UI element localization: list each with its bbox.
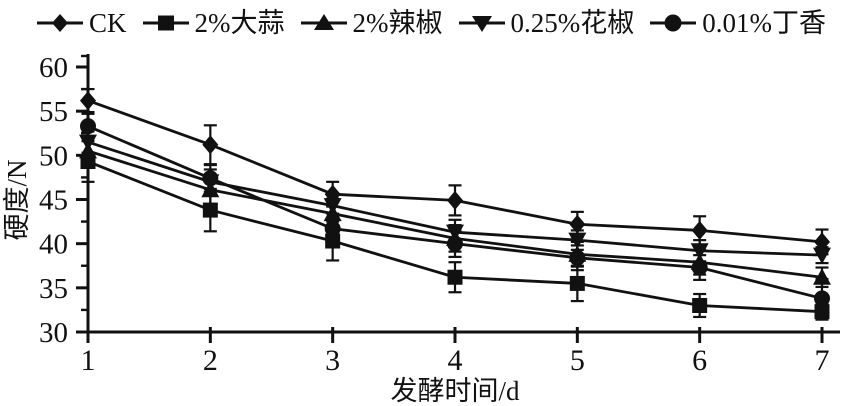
- triangle-down-marker-icon: [79, 134, 97, 152]
- y-tick-label: 45: [39, 185, 68, 217]
- legend-label: 0.25%花椒: [510, 8, 635, 38]
- square-marker-icon: [142, 15, 189, 31]
- legend-label: 0.01%丁香: [702, 8, 826, 38]
- x-axis-title: 发酵时间/d: [390, 376, 520, 406]
- triangle-down-marker-icon: [568, 232, 587, 250]
- y-tick-label: 55: [39, 96, 68, 128]
- legend-label: 2%辣椒: [352, 8, 443, 38]
- x-tick-label: 5: [570, 344, 585, 377]
- circle-marker-icon: [650, 14, 697, 32]
- circle-marker-icon: [691, 259, 708, 276]
- triangle-down-marker-icon: [323, 198, 342, 215]
- circle-marker-icon: [814, 290, 830, 307]
- diamond-marker-icon: [447, 190, 463, 210]
- triangle-down-marker-icon: [446, 224, 464, 242]
- y-tick-label: 40: [39, 229, 68, 261]
- legend-item-sichuan-pepper: 0.25%花椒: [458, 6, 635, 40]
- x-tick-label: 2: [203, 344, 218, 377]
- x-tick-label: 1: [81, 344, 96, 377]
- legend-label: 2%大蒜: [194, 8, 285, 38]
- triangle-down-marker-icon: [690, 243, 709, 260]
- legend-item-ck: CK: [36, 6, 127, 40]
- diamond-marker-icon: [36, 14, 83, 32]
- y-tick-label: 30: [39, 317, 68, 349]
- circle-marker-icon: [202, 170, 219, 187]
- circle-marker-icon: [569, 249, 586, 266]
- y-tick-label: 50: [39, 140, 68, 172]
- square-marker-icon: [447, 269, 463, 285]
- diamond-marker-icon: [202, 135, 219, 155]
- triangle-down-marker-icon: [458, 16, 505, 32]
- diamond-marker-icon: [80, 91, 96, 111]
- square-marker-icon: [692, 298, 708, 313]
- y-tick-label: 35: [39, 273, 68, 305]
- x-tick-label: 6: [692, 344, 707, 377]
- circle-marker-icon: [80, 118, 96, 135]
- legend-label: CK: [88, 8, 127, 38]
- legend-item-chili: 2%辣椒: [300, 6, 443, 40]
- circle-marker-icon: [324, 220, 341, 237]
- x-tick-label: 7: [815, 344, 830, 377]
- triangle-up-marker-icon: [300, 14, 347, 30]
- square-marker-icon: [325, 233, 341, 249]
- diamond-marker-icon: [569, 214, 586, 234]
- y-tick-label: 60: [39, 52, 68, 84]
- diamond-marker-icon: [691, 220, 708, 240]
- triangle-up-marker-icon: [813, 268, 831, 285]
- square-marker-icon: [202, 202, 218, 218]
- square-marker-icon: [569, 275, 585, 291]
- x-tick-label: 4: [448, 344, 463, 377]
- legend-item-garlic: 2%大蒜: [142, 6, 285, 40]
- circle-marker-icon: [447, 235, 463, 252]
- diamond-marker-icon: [814, 232, 830, 252]
- square-marker-icon: [814, 304, 830, 320]
- y-axis-title: 硬度/N: [2, 160, 32, 241]
- legend: CK 2%大蒜 2%辣椒 0.25%花椒: [0, 6, 862, 40]
- x-tick-label: 3: [325, 344, 340, 377]
- triangle-down-marker-icon: [813, 247, 831, 265]
- legend-item-clove: 0.01%丁香: [649, 6, 826, 40]
